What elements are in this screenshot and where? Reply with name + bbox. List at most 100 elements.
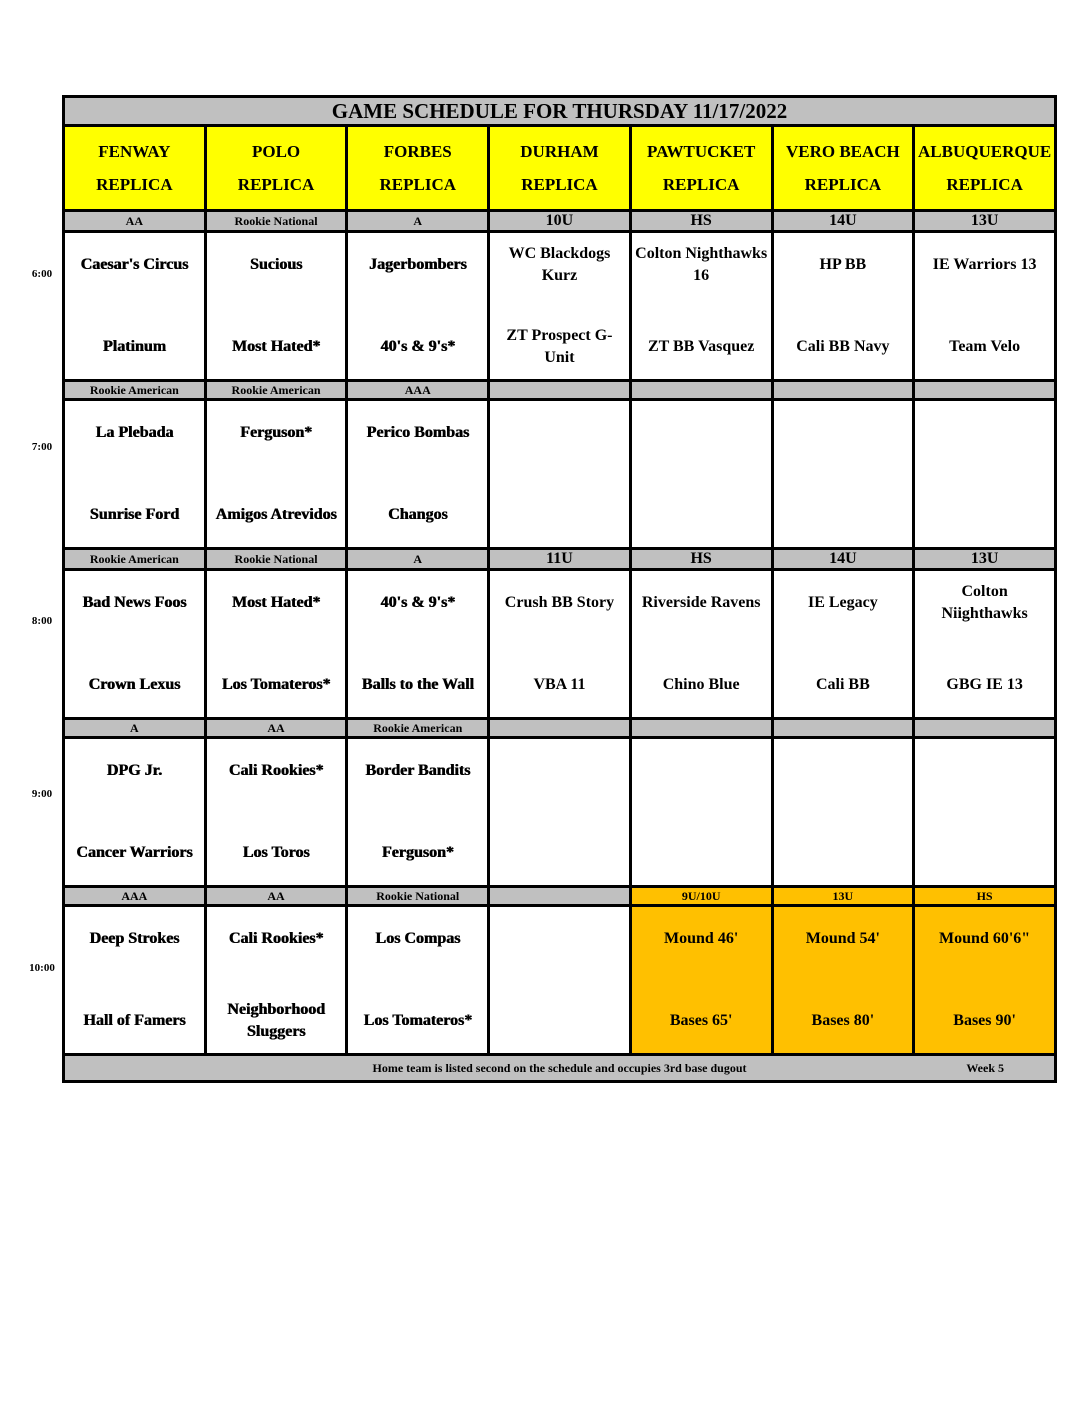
game-cell: Perico Bombas Changos [345, 398, 491, 550]
division-label: A [345, 547, 491, 571]
division-row: Rookie American Rookie National A 11U HS 14U 1… [62, 547, 1057, 571]
home-team: Team Velo [949, 338, 1021, 355]
home-team: 40's & 9's* [380, 338, 456, 355]
division-label: 9U/10U [628, 885, 774, 907]
base-distance: Bases 65' [669, 1012, 733, 1029]
game-cell: La Plebada Sunrise Ford [62, 398, 207, 550]
field-header-vero-beach: VERO BEACH REPLICA [770, 124, 916, 212]
field-subtitle: REPLICA [96, 175, 173, 194]
field-subtitle: REPLICA [804, 175, 882, 194]
game-cell: Caesar's Circus Platinum [62, 230, 207, 382]
away-team: Los Compas [375, 930, 461, 947]
field-name: PAWTUCKET [647, 142, 756, 161]
away-team: IE Warriors 13 [932, 256, 1037, 273]
home-team: Hall of Famers [83, 1012, 186, 1029]
away-team [776, 408, 911, 458]
game-cell [487, 398, 632, 550]
division-label [770, 379, 916, 401]
away-team: Crush BB Story [504, 594, 615, 611]
away-team [492, 746, 627, 796]
time-slot-label: 9:00 [31, 788, 53, 800]
game-cell: IE Legacy Cali BB [770, 568, 916, 720]
away-team: Colton Niighthawks [941, 583, 1028, 622]
division-label: 14U [770, 209, 916, 233]
division-label: 10U [487, 209, 632, 233]
time-slot-label: 6:00 [31, 268, 53, 280]
home-team: VBA 11 [533, 676, 586, 693]
game-row: Deep Strokes Hall of Famers Cali Rookies* N… [62, 904, 1057, 1056]
time-slot-label: 7:00 [31, 441, 53, 453]
game-cell: Colton Nighthawks 16 ZT BB Vasquez [628, 230, 774, 382]
home-team: Balls to the Wall [361, 676, 474, 693]
division-label: HS [628, 209, 774, 233]
home-team: Crown Lexus [88, 676, 181, 693]
home-team [776, 828, 911, 878]
division-label: Rookie National [345, 885, 491, 907]
field-name: DURHAM [520, 142, 599, 161]
away-team: Jagerbombers [368, 256, 467, 273]
game-row: Bad News Foos Crown Lexus Most Hated* Los T… [62, 568, 1057, 720]
field-header-albuquerque: ALBUQUERQUE REPLICA [912, 124, 1057, 212]
week-label: Week 5 [966, 1060, 1004, 1075]
time-slot-label: 10:00 [29, 962, 55, 974]
base-distance: Bases 90' [953, 1012, 1016, 1029]
division-label: AA [203, 885, 349, 907]
division-label: Rookie American [62, 379, 207, 401]
game-cell [628, 736, 774, 888]
away-team: Bad News Foos [82, 594, 187, 611]
game-cell: Colton Niighthawks GBG IE 13 [912, 568, 1057, 720]
time-slot-label: 8:00 [31, 615, 53, 627]
field-dimensions-cell: Mound 60'6" Bases 90' [912, 904, 1057, 1056]
division-label: 13U [912, 547, 1057, 571]
division-label: Rookie National [203, 547, 349, 571]
away-team: Sucious [249, 256, 303, 273]
field-name: FORBES [383, 142, 452, 161]
game-row: DPG Jr. Cancer Warriors Cali Rookies* Los T… [62, 736, 1057, 888]
game-cell: Cali Rookies* Los Toros [203, 736, 349, 888]
division-label: 14U [770, 547, 916, 571]
division-label [487, 717, 632, 739]
home-team: Los Tomateros* [221, 676, 331, 693]
away-team [917, 408, 1052, 458]
home-team [917, 490, 1052, 540]
away-team: DPG Jr. [106, 762, 163, 779]
field-dimensions-cell: Mound 46' Bases 65' [628, 904, 774, 1056]
game-cell: DPG Jr. Cancer Warriors [62, 736, 207, 888]
away-team [492, 408, 627, 458]
division-label: HS [628, 547, 774, 571]
field-header-forbes: FORBES REPLICA [345, 124, 491, 212]
away-team: Cali Rookies* [228, 930, 324, 947]
away-team: IE Legacy [807, 594, 878, 611]
away-team: Colton Nighthawks 16 [635, 245, 768, 284]
division-label: A [62, 717, 207, 739]
game-cell: 40's & 9's* Balls to the Wall [345, 568, 491, 720]
home-team: Platinum [102, 338, 166, 355]
mound-distance: Mound 60'6" [939, 930, 1031, 947]
field-name: FENWAY [98, 142, 171, 161]
away-team [917, 746, 1052, 796]
home-team: Ferguson* [381, 844, 454, 861]
away-team: 40's & 9's* [380, 594, 456, 611]
game-cell: Los Compas Los Tomateros* [345, 904, 491, 1056]
home-team: GBG IE 13 [946, 676, 1023, 693]
game-cell: Cali Rookies* Neighborhood Sluggers [203, 904, 349, 1056]
game-cell [487, 904, 632, 1056]
game-cell: Most Hated* Los Tomateros* [203, 568, 349, 720]
division-label: AA [62, 209, 207, 233]
home-team: Los Tomateros* [363, 1012, 473, 1029]
field-header-polo: POLO REPLICA [203, 124, 349, 212]
away-team: WC Blackdogs Kurz [508, 245, 611, 284]
division-label: AAA [345, 379, 491, 401]
game-cell [912, 736, 1057, 888]
mound-distance: Mound 54' [805, 930, 880, 947]
division-label: A [345, 209, 491, 233]
away-team: Border Bandits [365, 762, 471, 779]
home-team: Cali BB [815, 676, 870, 693]
field-subtitle: REPLICA [379, 175, 457, 194]
division-label [487, 885, 632, 907]
division-label [770, 717, 916, 739]
home-team [634, 490, 769, 540]
away-team: HP BB [819, 256, 867, 273]
base-distance: Bases 80' [811, 1012, 875, 1029]
game-cell: Deep Strokes Hall of Famers [62, 904, 207, 1056]
